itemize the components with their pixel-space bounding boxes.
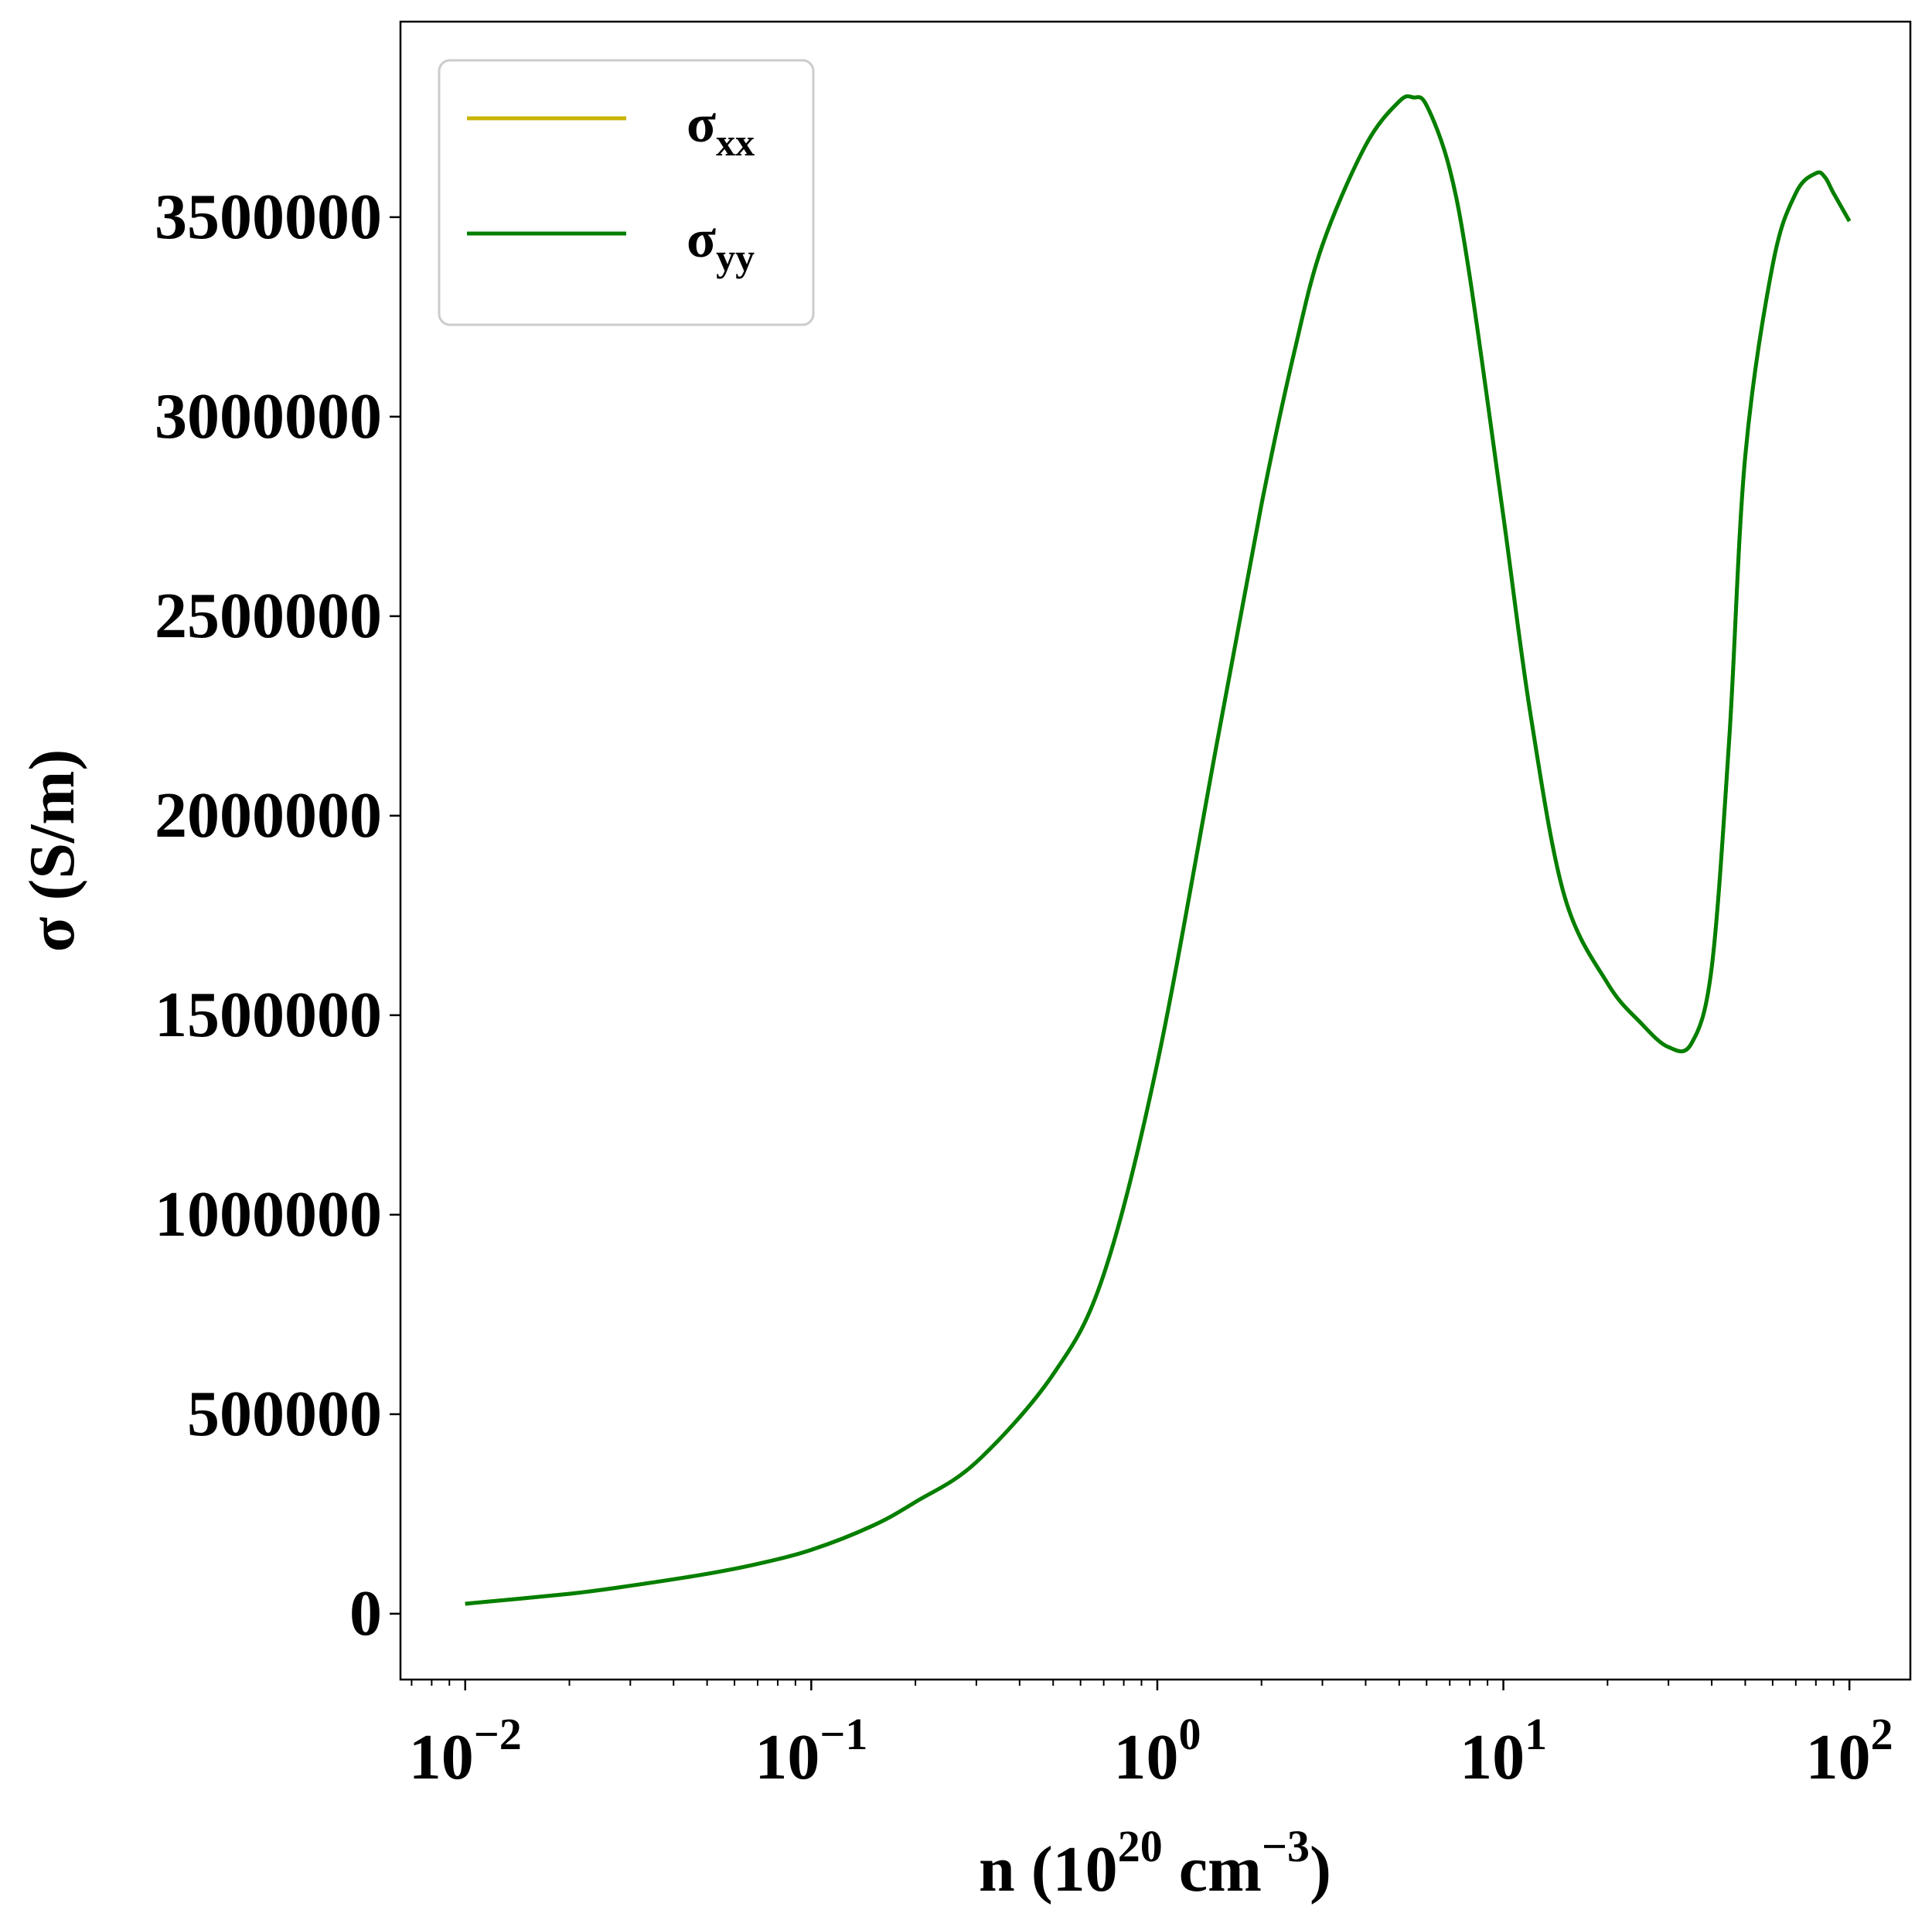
y-axis-label: σ (S/m) [16,749,88,953]
x-tick-label-exp: −2 [474,1709,522,1759]
x-tick-label-exp: 2 [1871,1709,1893,1759]
y-tick-label-1500000: 1500000 [155,979,382,1051]
legend: σxx σyy [438,59,815,326]
y-tick-label-3000000: 3000000 [155,380,382,452]
x-tick-label-−2: 10−2 [409,1709,522,1793]
legend-label-sigma-xx: σxx [687,94,755,164]
y-tick-label-2000000: 2000000 [155,779,382,851]
tick-layer: 0 500000 1000000 1500000 2000000 2500000 30000… [155,181,1893,1793]
x-tick-label-base: 10 [409,1721,474,1793]
x-tick-label-exp: 0 [1178,1709,1201,1759]
x-tick-label-exp: 1 [1525,1709,1547,1759]
y-tick-label-1000000: 1000000 [155,1178,382,1250]
x-axis-label-exp2: −3 [1262,1821,1310,1871]
series-line-sigma-yy [465,94,1852,1606]
series-layer [465,94,1852,1606]
x-tick-label-base: 10 [1806,1721,1871,1793]
y-tick-label-0: 0 [349,1577,382,1649]
x-tick-label-base: 10 [755,1721,819,1793]
legend-label-sigma-xx-sub: xx [716,121,755,164]
legend-label-sigma-yy: σyy [687,210,755,279]
x-tick-label-base: 10 [1113,1721,1178,1793]
x-tick-label-1: 101 [1460,1709,1547,1793]
legend-label-sigma-yy-sub: yy [716,236,755,279]
plot-frame [399,20,1912,1681]
x-axis-label-end: ) [1310,1833,1331,1905]
y-tick-label-3500000: 3500000 [155,181,382,253]
y-tick-label-500000: 500000 [187,1378,382,1450]
x-tick-label-−1: 10−1 [755,1709,867,1793]
x-axis-label-exp1: 20 [1118,1821,1163,1871]
x-axis-label-mid: cm [1163,1833,1262,1905]
x-tick-label-2: 102 [1806,1709,1893,1793]
y-tick-label-2500000: 2500000 [155,580,382,652]
x-axis-label: n (1020 cm−3) [979,1821,1331,1905]
legend-box [438,59,815,326]
x-tick-label-base: 10 [1460,1721,1525,1793]
x-tick-label-exp: −1 [819,1709,867,1759]
legend-label-sigma-xx-base: σ [687,94,716,154]
x-axis-label-base: n (10 [979,1833,1118,1905]
legend-label-sigma-yy-base: σ [687,210,716,269]
x-tick-label-0: 100 [1113,1709,1201,1793]
